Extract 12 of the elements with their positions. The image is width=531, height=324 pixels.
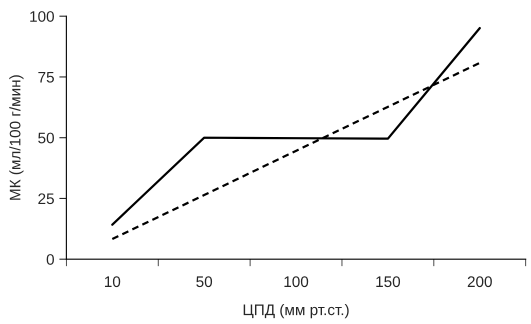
x-axis-title: ЦПД (мм рт.ст.) [244,304,349,318]
x-tick-label: 200 [468,276,492,288]
x-tick-label: 50 [196,276,212,288]
y-tick-label: 100 [30,11,54,22]
y-tick-label: 0 [46,254,54,265]
x-tick-label: 150 [376,276,400,288]
y-axis-title: МК (мл/100 г/мин) [9,75,24,200]
x-tick-label: 100 [284,276,308,288]
y-tick-label: 25 [38,193,54,204]
x-tick-label: 10 [104,276,120,288]
y-tick-label: 50 [38,132,54,144]
y-tick-label: 75 [38,72,54,83]
